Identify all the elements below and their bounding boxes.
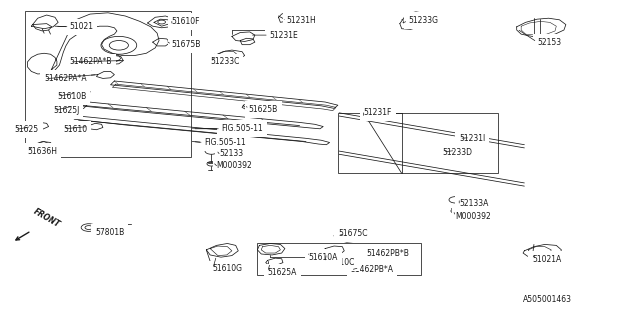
Text: 57801B: 57801B bbox=[95, 228, 124, 237]
Text: 51233D: 51233D bbox=[443, 148, 472, 156]
Text: 52133A: 52133A bbox=[460, 198, 488, 207]
Text: 51231I: 51231I bbox=[460, 134, 486, 143]
Text: FIG.505-11: FIG.505-11 bbox=[204, 138, 246, 147]
Text: 51231F: 51231F bbox=[364, 108, 392, 117]
Text: 52153: 52153 bbox=[537, 38, 561, 47]
Text: 52133: 52133 bbox=[219, 149, 243, 158]
Text: 51675C: 51675C bbox=[338, 229, 367, 238]
Text: A505001463: A505001463 bbox=[523, 295, 572, 304]
Text: 51462PA*A: 51462PA*A bbox=[44, 74, 87, 83]
Text: M000392: M000392 bbox=[456, 212, 491, 221]
Text: 51625J: 51625J bbox=[53, 106, 79, 115]
Text: M000392: M000392 bbox=[216, 161, 252, 170]
Bar bbox=[25, 11, 191, 157]
Text: FIG.505-11: FIG.505-11 bbox=[221, 124, 263, 133]
Text: 51462PA*B: 51462PA*B bbox=[70, 57, 112, 66]
Text: 51610F: 51610F bbox=[172, 17, 200, 26]
Text: 51021A: 51021A bbox=[532, 255, 561, 264]
Text: 51610B: 51610B bbox=[57, 92, 86, 101]
Text: 51462PB*B: 51462PB*B bbox=[366, 250, 409, 259]
Text: 51625: 51625 bbox=[15, 125, 39, 134]
Text: 51233G: 51233G bbox=[408, 16, 438, 25]
Text: 51610C: 51610C bbox=[325, 258, 355, 267]
Text: 51233C: 51233C bbox=[210, 57, 239, 66]
Text: 51462PB*A: 51462PB*A bbox=[351, 265, 394, 275]
Text: 51021: 51021 bbox=[70, 22, 93, 31]
Text: 51675B: 51675B bbox=[172, 40, 201, 49]
Text: 51610A: 51610A bbox=[308, 253, 338, 262]
Text: 51625A: 51625A bbox=[268, 268, 297, 277]
Text: 51636H: 51636H bbox=[28, 147, 58, 156]
Text: 51625B: 51625B bbox=[248, 105, 278, 114]
Bar bbox=[338, 113, 497, 173]
Text: 51231E: 51231E bbox=[269, 31, 298, 40]
Text: 51610: 51610 bbox=[63, 125, 88, 134]
Text: FRONT: FRONT bbox=[31, 206, 61, 229]
Bar bbox=[257, 244, 421, 275]
Text: 51231H: 51231H bbox=[287, 16, 317, 25]
Text: 51610G: 51610G bbox=[212, 264, 243, 274]
